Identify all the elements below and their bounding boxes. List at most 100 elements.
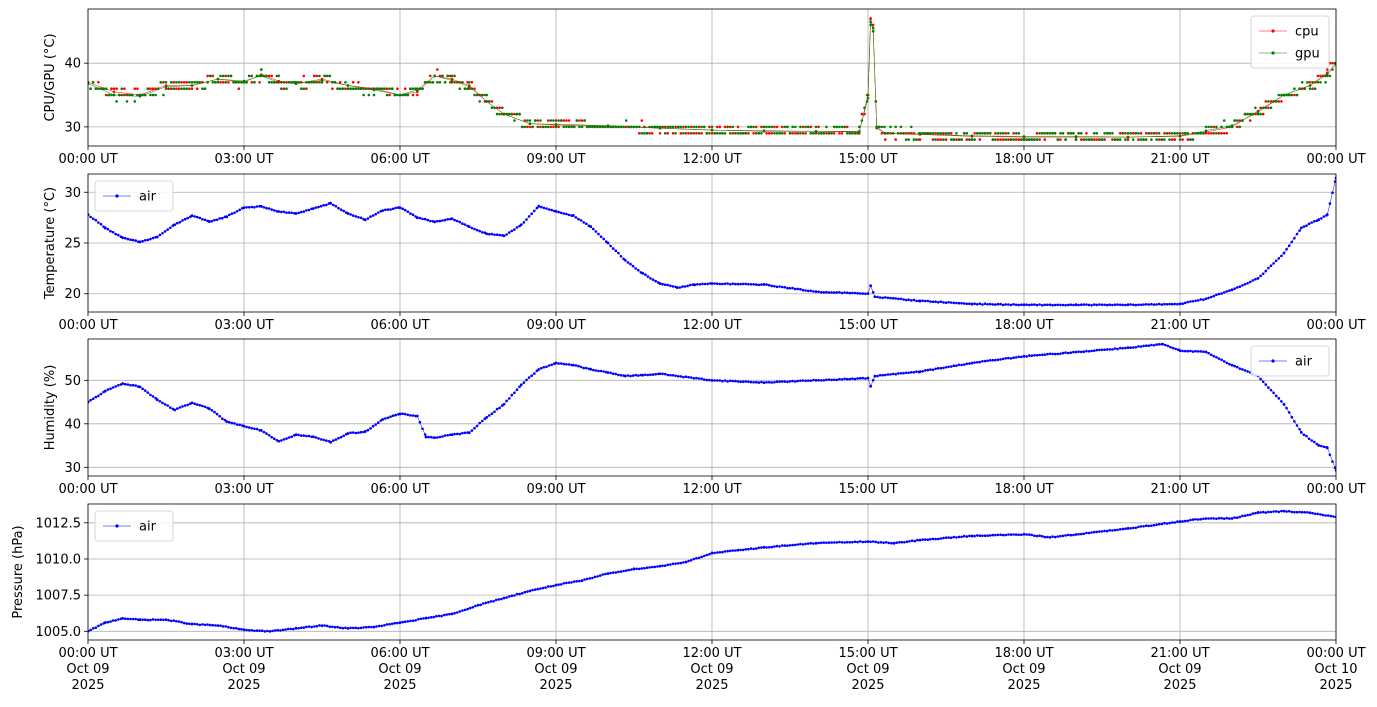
- data-point: [461, 431, 464, 435]
- data-point: [749, 547, 753, 550]
- data-point: [149, 93, 152, 97]
- data-point: [814, 290, 818, 294]
- data-point: [485, 100, 489, 103]
- data-point: [902, 132, 905, 135]
- data-point: [354, 215, 358, 218]
- data-point: [318, 81, 321, 84]
- data-point: [1001, 357, 1005, 361]
- data-point: [210, 409, 214, 412]
- data-point: [606, 124, 610, 127]
- data-point: [1111, 138, 1114, 141]
- data-point: [359, 87, 363, 90]
- data-point: [401, 93, 404, 97]
- data-point: [1264, 383, 1268, 386]
- data-point: [423, 433, 427, 436]
- data-point: [723, 132, 727, 135]
- x-tick-label: 00:00 UT: [1306, 646, 1365, 661]
- data-point: [285, 81, 288, 84]
- data-point: [163, 403, 167, 406]
- data-point: [752, 132, 755, 135]
- data-point: [1150, 343, 1153, 347]
- data-point: [804, 125, 807, 129]
- data-point: [117, 93, 121, 97]
- data-point: [1124, 132, 1127, 135]
- data-point: [1209, 295, 1213, 299]
- data-point: [134, 239, 137, 242]
- data-point: [762, 129, 766, 132]
- data-point: [438, 435, 442, 439]
- data-point: [1319, 81, 1322, 84]
- data-point: [651, 373, 655, 376]
- data-point: [975, 361, 979, 364]
- data-point: [1321, 74, 1325, 78]
- data-point: [747, 282, 750, 286]
- x-tick-label: 00:00 UT: [58, 318, 117, 333]
- axes-frame: [87, 173, 1337, 313]
- data-point: [198, 81, 202, 84]
- data-point: [1202, 132, 1205, 135]
- data-point: [1074, 135, 1078, 138]
- data-point: [926, 132, 930, 135]
- x-tick-date: Oct 09: [222, 662, 265, 677]
- data-point: [851, 291, 854, 295]
- data-point: [190, 81, 194, 84]
- data-point: [731, 125, 735, 129]
- data-point: [169, 226, 172, 230]
- data-point: [731, 132, 735, 135]
- data-point: [143, 389, 147, 392]
- data-point: [89, 628, 92, 632]
- data-point: [931, 138, 935, 141]
- data-point: [111, 619, 115, 622]
- data-point: [838, 132, 841, 135]
- data-point: [723, 282, 727, 286]
- data-point: [978, 360, 982, 364]
- data-point: [156, 398, 159, 402]
- data-point: [565, 125, 568, 129]
- data-point: [515, 388, 519, 392]
- data-point: [166, 404, 169, 407]
- data-point: [978, 138, 982, 141]
- data-point: [320, 79, 324, 82]
- data-point: [320, 81, 324, 84]
- data-point: [929, 300, 932, 303]
- data-point: [129, 238, 132, 241]
- data-point: [604, 572, 607, 576]
- x-tick-date: Oct 09: [378, 662, 421, 677]
- data-point: [1082, 303, 1086, 306]
- data-point: [637, 268, 640, 272]
- data-point: [1033, 138, 1036, 141]
- data-point: [884, 138, 887, 141]
- data-point: [1147, 303, 1151, 306]
- data-point: [1241, 284, 1244, 287]
- data-point: [1269, 100, 1273, 103]
- data-point: [626, 374, 630, 377]
- data-point: [1194, 132, 1197, 135]
- data-point: [825, 132, 828, 135]
- data-point: [195, 623, 199, 626]
- data-point: [461, 222, 464, 225]
- data-point: [783, 125, 787, 129]
- data-point: [931, 368, 935, 372]
- data-point: [319, 204, 323, 208]
- data-point: [507, 112, 511, 116]
- data-point: [939, 132, 943, 135]
- data-point: [899, 132, 903, 135]
- data-point: [1204, 297, 1208, 301]
- data-point: [201, 87, 204, 90]
- data-point: [801, 125, 805, 129]
- data-point: [1243, 514, 1247, 517]
- data-point: [1103, 132, 1106, 135]
- data-point: [224, 74, 228, 78]
- data-point: [1181, 132, 1184, 135]
- data-point: [331, 81, 334, 84]
- data-point: [658, 282, 662, 285]
- data-point: [853, 291, 857, 295]
- data-point: [1090, 349, 1093, 353]
- data-point: [1189, 518, 1192, 522]
- data-point: [1306, 81, 1309, 84]
- data-point: [905, 540, 909, 543]
- data-point: [886, 373, 890, 376]
- data-point: [702, 378, 706, 381]
- data-point: [968, 302, 971, 306]
- data-point: [114, 619, 117, 622]
